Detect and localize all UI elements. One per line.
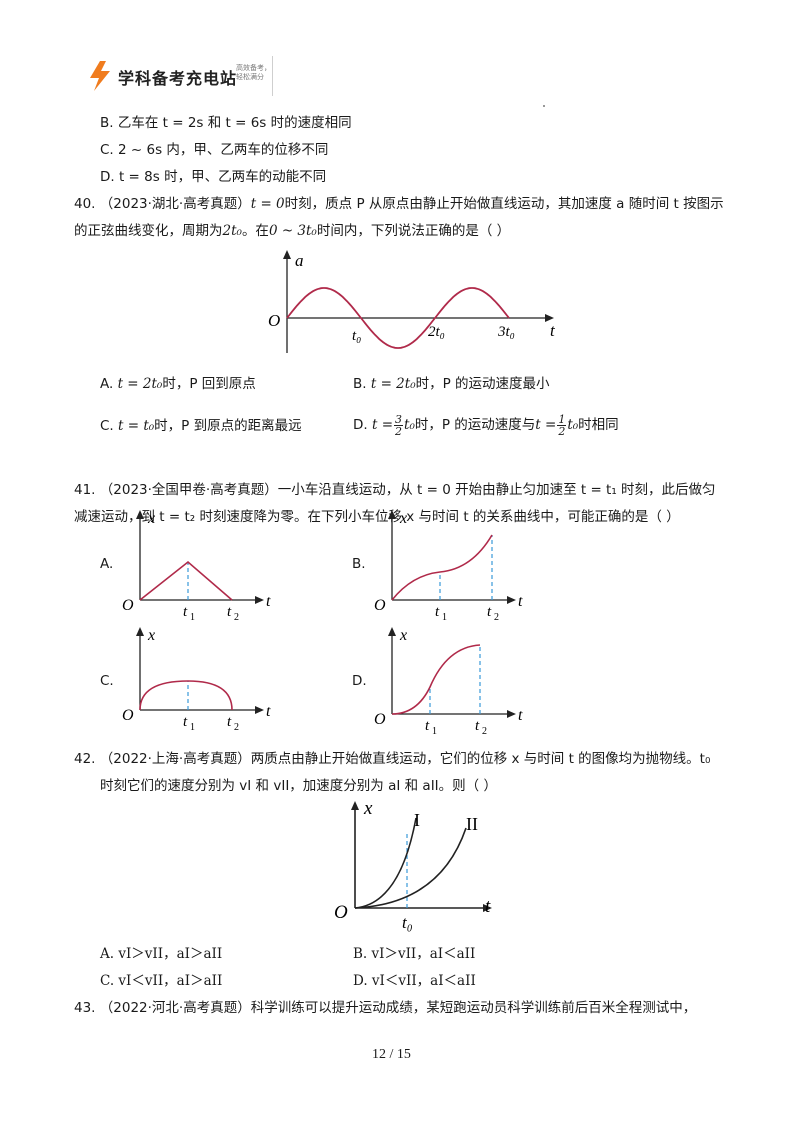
tick-t2: t — [227, 604, 232, 620]
origin-label: O — [374, 711, 386, 728]
x-t-curve — [391, 644, 481, 715]
y-label: x — [147, 627, 155, 644]
x-t-curve — [391, 534, 493, 601]
curve-II — [354, 827, 467, 909]
q41-graph-b: xO tt 1 t 2 — [374, 510, 523, 623]
y-axis-arrow-icon — [388, 627, 396, 636]
y-label: x — [147, 510, 155, 527]
x-t-curve — [139, 560, 233, 601]
q42-number: 42. — [74, 751, 96, 767]
tick-t1: t — [425, 718, 430, 734]
q40-sine-graph: a O t t₀ 2t₀ 3t₀ — [268, 250, 556, 353]
curve-II-label: II — [466, 814, 478, 834]
prev-option-d: D. t = 8s 时，甲、乙两车的动能不同 — [100, 169, 327, 185]
tick-t0: t₀ — [402, 913, 413, 932]
tick-t0: t₀ — [352, 328, 361, 344]
tick-t1: t — [435, 604, 440, 620]
q40-number: 40. — [74, 196, 96, 212]
q40-line1: 40. （2023·湖北·高考真题）t = 0时刻，质点 P 从原点由静止开始做… — [74, 196, 724, 212]
y-label: x — [363, 798, 373, 819]
origin-label: O — [374, 597, 386, 614]
y-label: x — [399, 627, 407, 644]
q41-option-label: A. — [100, 556, 114, 572]
q43-number: 43. — [74, 1000, 96, 1016]
brand-slogan: 高效备考，轻松满分 — [236, 64, 271, 81]
x-label: t — [518, 707, 523, 724]
q41-line1: 41. （2023·全国甲卷·高考真题）一小车沿直线运动，从 t = 0 开始由… — [74, 482, 716, 498]
x-label: t — [550, 321, 556, 340]
tick-2t0: 2t₀ — [428, 324, 445, 340]
tick-t1-subscript: 1 — [190, 612, 195, 623]
q40-option-c: C. t = t₀时，P 到原点的距离最远 — [100, 418, 302, 434]
q41-option-label: B. — [352, 556, 366, 572]
q42-line1: 42. （2022·上海·高考真题）两质点由静止开始做直线运动，它们的位移 x … — [74, 751, 711, 767]
origin-label: O — [334, 902, 348, 923]
tick-t1-subscript: 1 — [432, 726, 437, 737]
tick-t2: t — [227, 714, 232, 730]
y-label: x — [399, 510, 407, 527]
q40-option-a: A. t = 2t₀时，P 回到原点 — [100, 376, 256, 392]
origin-label: O — [122, 707, 134, 724]
prev-option-b: B. 乙车在 t = 2s 和 t = 6s 时的速度相同 — [100, 115, 352, 131]
y-axis-arrow-icon — [136, 510, 144, 519]
q41-graph-d: xO tt 1 t 2 — [374, 627, 523, 737]
y-axis-arrow-icon — [283, 250, 291, 259]
tick-t2-subscript: 2 — [494, 612, 499, 623]
speck — [543, 105, 545, 107]
y-axis-arrow-icon — [351, 801, 359, 810]
tick-t2: t — [487, 604, 492, 620]
tick-t1: t — [183, 604, 188, 620]
q42-option-b: B. vI＞vII，aI＜aII — [353, 946, 476, 962]
q42-line2: 时刻它们的速度分别为 vI 和 vII，加速度分别为 aI 和 aII。则（ ） — [100, 778, 497, 794]
q41-option-label: C. — [100, 673, 114, 689]
curve-I-label: I — [414, 810, 420, 830]
y-axis-arrow-icon — [136, 627, 144, 636]
q41-line2: 减速运动，到 t = t₂ 时刻速度降为零。在下列小车位移 x 与时间 t 的关… — [74, 509, 680, 525]
origin-label: O — [268, 311, 280, 330]
tick-3t0: 3t₀ — [497, 324, 515, 340]
x-axis-arrow-icon — [255, 596, 264, 604]
q40-option-d: D. t = 3 2 t₀时，P 的运动速度与t = 1 2 t₀时相同 — [353, 412, 619, 438]
brand-name: 学科备考充电站 — [118, 69, 238, 88]
y-axis-arrow-icon — [388, 510, 396, 519]
x-label: t — [485, 896, 491, 917]
x-axis-arrow-icon — [507, 710, 516, 718]
y-label: a — [295, 251, 304, 270]
tick-t2: t — [475, 718, 480, 734]
q40-option-b: B. t = 2t₀时，P 的运动速度最小 — [353, 376, 550, 392]
x-label: t — [266, 703, 271, 720]
tick-t2-subscript: 2 — [234, 612, 239, 623]
header-logo: 学科备考充电站 高效备考，轻松满分 — [80, 56, 273, 96]
curve-I — [354, 817, 417, 909]
tick-t2-subscript: 2 — [482, 726, 487, 737]
tick-t1: t — [183, 714, 188, 730]
lightning-bolt-icon — [90, 61, 110, 91]
q42-option-c: C. vI＜vII，aI＞aII — [100, 973, 223, 989]
sine-curve — [286, 287, 510, 349]
tick-t1-subscript: 1 — [442, 612, 447, 623]
q42-option-d: D. vI＜vII，aI＜aII — [353, 973, 476, 989]
x-axis-arrow-icon — [545, 314, 554, 322]
q42-parabola-graph: x O t t₀ I II — [334, 798, 492, 932]
x-t-curve — [139, 680, 233, 711]
x-label: t — [266, 593, 271, 610]
x-axis-arrow-icon — [507, 596, 516, 604]
q43-line1: 43. （2022·河北·高考真题）科学训练可以提升运动成绩，某短跑运动员科学训… — [74, 1000, 697, 1016]
q41-option-label: D. — [352, 673, 367, 689]
q40-line2: 的正弦曲线变化，周期为2t₀。在0 ~ 3t₀时间内，下列说法正确的是（ ） — [74, 223, 511, 239]
x-axis-arrow-icon — [483, 904, 492, 912]
prev-option-c: C. 2 ~ 6s 内，甲、乙两车的位移不同 — [100, 142, 329, 158]
q42-option-a: A. vI＞vII，aI＞aII — [100, 946, 223, 962]
x-axis-arrow-icon — [255, 706, 264, 714]
tick-t1-subscript: 1 — [190, 722, 195, 733]
origin-label: O — [122, 597, 134, 614]
tick-t2-subscript: 2 — [234, 722, 239, 733]
x-label: t — [518, 593, 523, 610]
q41-graph-a: xO tt 1 t 2 — [122, 510, 271, 623]
q41-graph-c: xO tt 1 t 2 — [122, 627, 271, 733]
q41-number: 41. — [74, 482, 96, 498]
page-number: 12 / 15 — [372, 1047, 411, 1062]
